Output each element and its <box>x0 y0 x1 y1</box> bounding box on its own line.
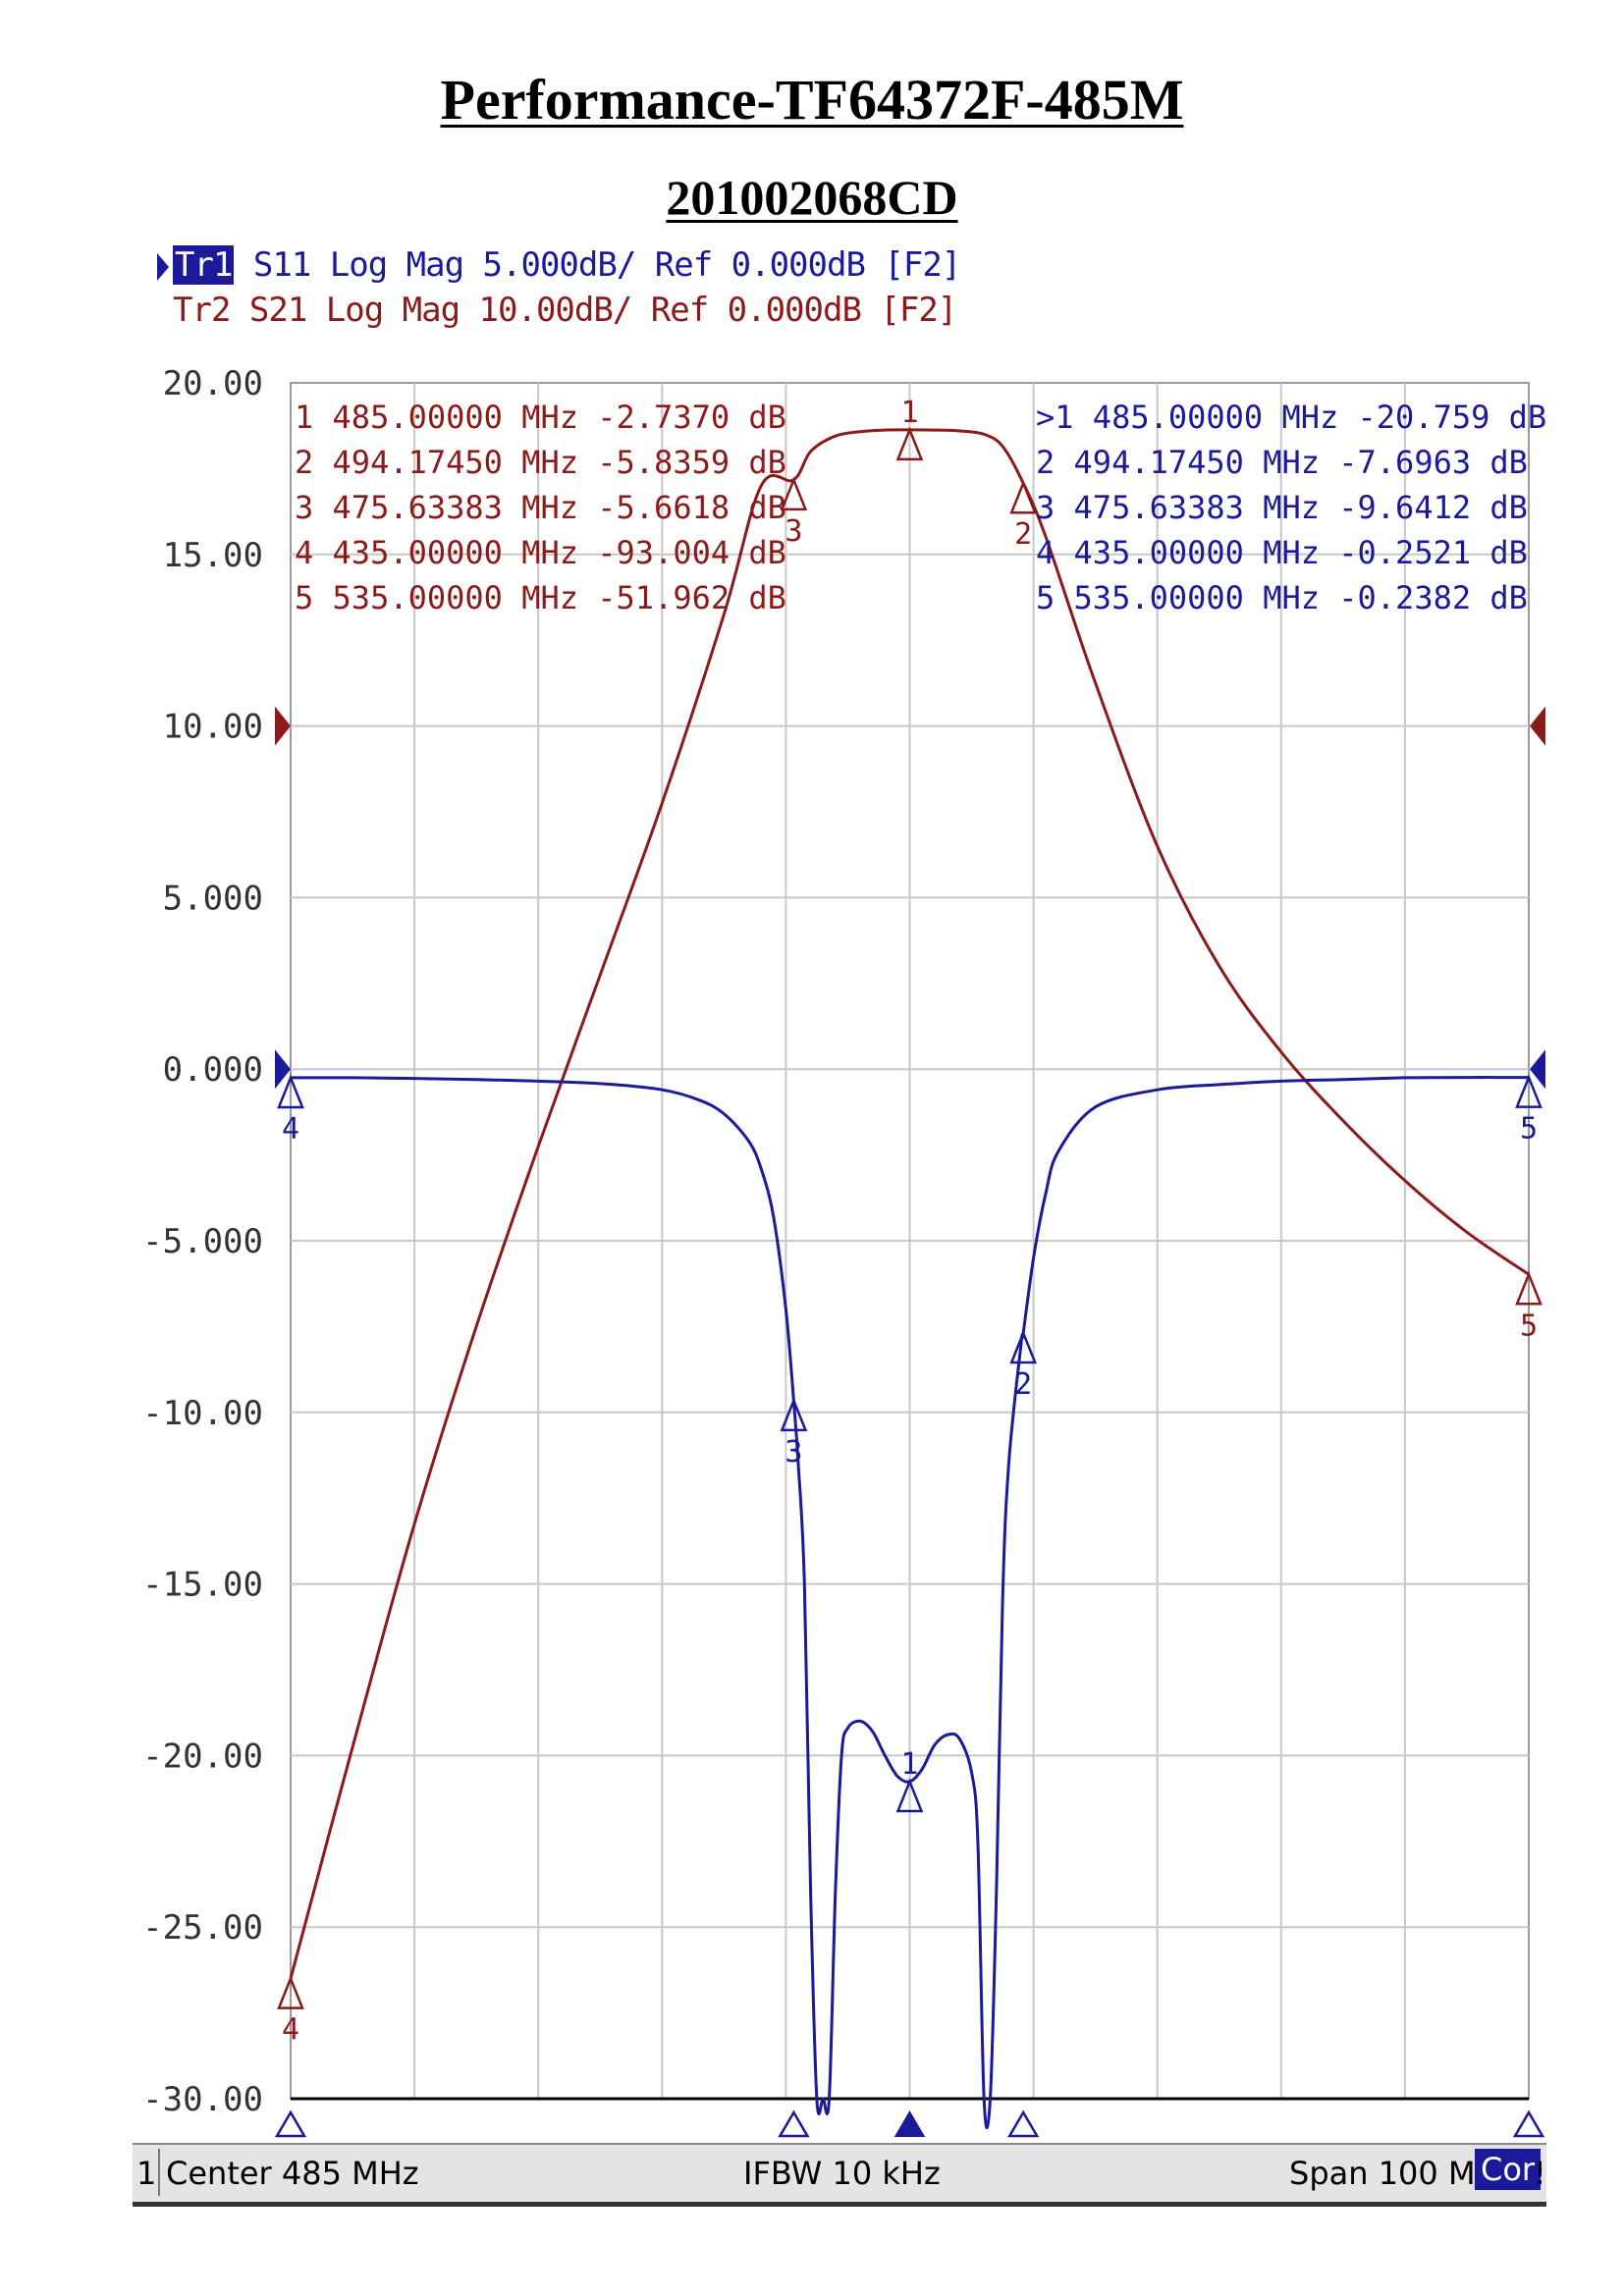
y-tick-label: -20.00 <box>142 1736 263 1776</box>
marker-s11-2 <box>1009 1329 1038 1364</box>
chart-grid <box>290 382 1530 2101</box>
x-axis-marker <box>778 2109 810 2138</box>
ref-arrow-right-s21 <box>1530 706 1545 746</box>
page-title: Performance-TF64372F-485M <box>440 68 1184 132</box>
marker-table-s21-row: 1 485.00000 MHz -2.7370 dB <box>295 399 786 436</box>
marker-s21-5 <box>1515 1270 1543 1306</box>
status-bar: 1 Center 485 MHz IFBW 10 kHz Span 100 MH… <box>133 2143 1546 2207</box>
marker-s21-5-label: 5 <box>1520 1308 1538 1343</box>
x-axis-marker <box>274 2109 307 2138</box>
trace-header-tr2[interactable]: Tr2 S21 Log Mag 10.00dB/ Ref 0.000dB [F2… <box>157 291 957 330</box>
y-tick-label: -5.000 <box>142 1222 263 1261</box>
y-tick-label: 20.00 <box>163 364 263 403</box>
y-tick-label: -25.00 <box>142 1908 263 1948</box>
trace-tag-tr2[interactable]: Tr2 <box>173 291 231 330</box>
y-tick-label: -30.00 <box>142 2080 263 2119</box>
ref-arrow-right-s11 <box>1530 1049 1545 1090</box>
marker-s21-3 <box>780 476 808 511</box>
ref-arrow-left-s11 <box>275 1049 291 1090</box>
trace-tag-tr1[interactable]: Tr1 <box>173 245 235 285</box>
series-line-s21 <box>289 428 1530 1979</box>
trace-settings-tr2: S21 Log Mag 10.00dB/ Ref 0.000dB [F2] <box>230 291 957 330</box>
active-trace-icon <box>157 252 169 281</box>
trace-curves <box>289 428 1530 2130</box>
marker-table-s21-row: 3 475.63383 MHz -5.6618 dB <box>295 489 786 526</box>
marker-table-s11-row: 4 435.00000 MHz -0.2521 dB <box>1036 534 1528 571</box>
y-axis-ticks: 20.00 15.00 10.00 5.000 0.000 -5.000 -10.00 -15… <box>142 364 1545 2119</box>
marker-s21-2-label: 2 <box>1014 517 1032 552</box>
marker-s11-2-label: 2 <box>1014 1367 1032 1402</box>
x-axis-active-marker <box>893 2110 926 2137</box>
marker-s11-3-label: 3 <box>785 1435 802 1469</box>
marker-table-s11-row: 2 494.17450 MHz -7.6963 dB <box>1036 444 1528 481</box>
marker-table-s21-row: 2 494.17450 MHz -5.8359 dB <box>295 444 786 481</box>
status-divider <box>158 2149 160 2196</box>
y-tick-label: 15.00 <box>163 536 263 575</box>
y-tick-label: -15.00 <box>142 1566 263 1605</box>
x-axis-marker <box>1007 2109 1040 2138</box>
status-warning: ! <box>1534 2155 1546 2192</box>
y-tick-label: 0.000 <box>163 1050 263 1090</box>
marker-s21-4 <box>277 1975 304 2009</box>
marker-s21-4-label: 4 <box>282 2013 299 2048</box>
marker-s11-1-label: 1 <box>900 1747 918 1782</box>
marker-s11-5-label: 5 <box>1520 1112 1538 1147</box>
series-line-s11 <box>290 1076 1530 2130</box>
channel-indicator[interactable]: 1 <box>136 2155 157 2192</box>
page-subtitle: 201002068CD <box>666 170 958 225</box>
marker-s21-1-label: 1 <box>900 396 918 430</box>
marker-s21-1 <box>895 426 924 461</box>
marker-s21-2 <box>1009 479 1038 514</box>
marker-s11-3 <box>780 1397 808 1432</box>
marker-s11-5 <box>1515 1074 1543 1108</box>
marker-s21-3-label: 3 <box>785 514 802 549</box>
marker-s11-1 <box>895 1778 924 1813</box>
center-frequency[interactable]: Center 485 MHz <box>166 2155 419 2192</box>
marker-table-s21-row: 4 435.00000 MHz -93.004 dB <box>295 534 786 571</box>
trace-header-tr1[interactable]: Tr1 S11 Log Mag 5.000dB/ Ref 0.000dB [F2… <box>157 245 961 285</box>
marker-table-s11-row: >1 485.00000 MHz -20.759 dB <box>1036 399 1546 436</box>
vna-chart[interactable]: 20.00 15.00 10.00 5.000 0.000 -5.000 -10.00 -15… <box>0 0 1624 2143</box>
trace-markers: 1 1 2 2 3 3 4 4 5 5 <box>274 396 1545 2138</box>
correction-badge[interactable]: Cor <box>1475 2149 1542 2190</box>
ref-arrow-left-s21 <box>275 706 291 746</box>
y-tick-label: 5.000 <box>163 879 263 918</box>
y-tick-label: -10.00 <box>142 1394 263 1433</box>
ifbw-setting[interactable]: IFBW 10 kHz <box>743 2155 941 2192</box>
marker-table-s11-row: 5 535.00000 MHz -0.2382 dB <box>1036 579 1528 616</box>
trace-settings-tr1: S11 Log Mag 5.000dB/ Ref 0.000dB [F2] <box>234 245 961 285</box>
x-axis-marker <box>1512 2109 1545 2138</box>
marker-s11-4 <box>277 1074 304 1109</box>
marker-tables: 1 485.00000 MHz -2.7370 dB 2 494.17450 M… <box>295 399 1546 616</box>
marker-s11-4-label: 4 <box>282 1112 299 1147</box>
marker-table-s11-row: 3 475.63383 MHz -9.6412 dB <box>1036 489 1528 526</box>
y-tick-label: 10.00 <box>163 708 263 747</box>
marker-table-s21-row: 5 535.00000 MHz -51.962 dB <box>295 579 786 616</box>
